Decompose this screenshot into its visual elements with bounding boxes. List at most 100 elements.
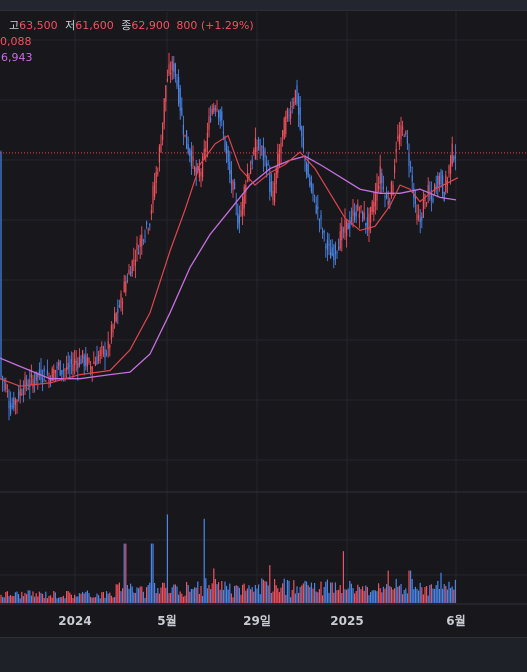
candle-body xyxy=(32,378,34,389)
candle-body xyxy=(245,185,247,193)
volume-bar xyxy=(443,584,445,603)
volume-bar xyxy=(264,581,266,603)
candle-body xyxy=(134,260,136,266)
candle-body xyxy=(274,183,276,203)
candle-body xyxy=(269,173,271,192)
volume-bar xyxy=(450,588,452,603)
candle-body xyxy=(285,116,287,134)
volume-bar xyxy=(110,595,112,603)
volume-bar xyxy=(235,585,237,603)
volume-bar xyxy=(291,589,293,603)
candle-body xyxy=(341,226,343,241)
candle-body xyxy=(328,243,330,246)
volume-bar xyxy=(373,590,375,603)
candle-body xyxy=(141,234,143,247)
candle-body xyxy=(11,406,13,408)
volume-bar xyxy=(448,581,450,603)
volume-bar xyxy=(8,596,10,603)
volume-bar xyxy=(323,586,325,603)
candle-body xyxy=(18,391,20,399)
volume-bar xyxy=(314,583,316,603)
volume-bar xyxy=(301,585,303,603)
candle-body xyxy=(227,150,229,162)
candle-body xyxy=(46,369,48,375)
volume-bar xyxy=(40,592,42,603)
candle-body xyxy=(59,361,61,376)
candle-body xyxy=(259,148,261,150)
volume-bar xyxy=(19,598,21,603)
volume-bar xyxy=(253,591,255,603)
volume-bar xyxy=(230,593,232,603)
candle-body xyxy=(368,213,370,231)
volume-bar xyxy=(346,589,348,603)
volume-bar xyxy=(400,583,402,603)
volume-bar xyxy=(75,596,77,603)
volume-bar xyxy=(389,586,391,603)
volume-bar xyxy=(48,595,50,603)
candle-body xyxy=(5,383,7,390)
candle-body xyxy=(358,213,360,219)
candle-body xyxy=(163,98,165,124)
candle-body xyxy=(58,362,60,366)
volume-bar xyxy=(152,543,154,603)
candle-body xyxy=(440,171,442,185)
candle-body xyxy=(221,111,223,121)
candle-body xyxy=(219,109,221,122)
volume-bar xyxy=(170,592,172,603)
candle-body xyxy=(266,162,268,174)
volume-bar xyxy=(142,591,144,603)
candle-body xyxy=(370,206,372,223)
candle-body xyxy=(78,356,80,366)
candle-body xyxy=(246,172,248,179)
candle-body xyxy=(70,359,72,365)
candle-body xyxy=(102,346,104,355)
price-chart[interactable]: 2024 5월 29일 2025 6월 xyxy=(0,0,527,637)
volume-bar xyxy=(90,596,92,603)
volume-bar xyxy=(179,591,181,603)
volume-bar xyxy=(402,594,404,603)
volume-bar xyxy=(270,592,272,603)
volume-bar xyxy=(190,588,192,603)
candle-body xyxy=(302,137,304,149)
candle-body xyxy=(418,215,420,219)
candle-body xyxy=(192,156,194,161)
volume-bar xyxy=(408,570,410,603)
volume-bar xyxy=(453,589,455,603)
candle-body xyxy=(54,369,56,373)
candle-body xyxy=(218,110,220,118)
volume-bar xyxy=(163,582,165,603)
candle-body xyxy=(114,313,116,323)
volume-bar xyxy=(280,587,282,603)
volume-bar xyxy=(426,586,428,603)
candle-body xyxy=(395,148,397,154)
candle-body xyxy=(432,198,434,203)
volume-bar xyxy=(266,581,268,603)
volume-bar xyxy=(422,594,424,603)
volume-bar xyxy=(242,584,244,603)
volume-bar xyxy=(283,578,285,603)
candle-body xyxy=(403,136,405,138)
candle-body xyxy=(187,144,189,154)
candle-body xyxy=(24,377,26,389)
volume-bar xyxy=(365,585,367,603)
high-label: 고 xyxy=(9,19,20,32)
volume-bar xyxy=(10,594,12,603)
candle-body xyxy=(450,155,452,174)
volume-bar xyxy=(99,598,101,603)
candle-body xyxy=(56,366,58,369)
volume-bar xyxy=(168,593,170,603)
candle-body xyxy=(154,182,156,197)
volume-bar xyxy=(248,585,250,603)
candle-body xyxy=(363,212,365,219)
candle-body xyxy=(438,175,440,185)
candle-body xyxy=(64,369,66,371)
volume-bar xyxy=(419,582,421,603)
candle-body xyxy=(2,376,4,382)
volume-bar xyxy=(198,593,200,603)
candle-body xyxy=(208,116,210,131)
volume-bar xyxy=(149,582,151,603)
volume-bar xyxy=(451,586,453,603)
candle-body xyxy=(213,105,215,112)
volume-bar xyxy=(208,584,210,603)
candle-body xyxy=(152,186,154,204)
